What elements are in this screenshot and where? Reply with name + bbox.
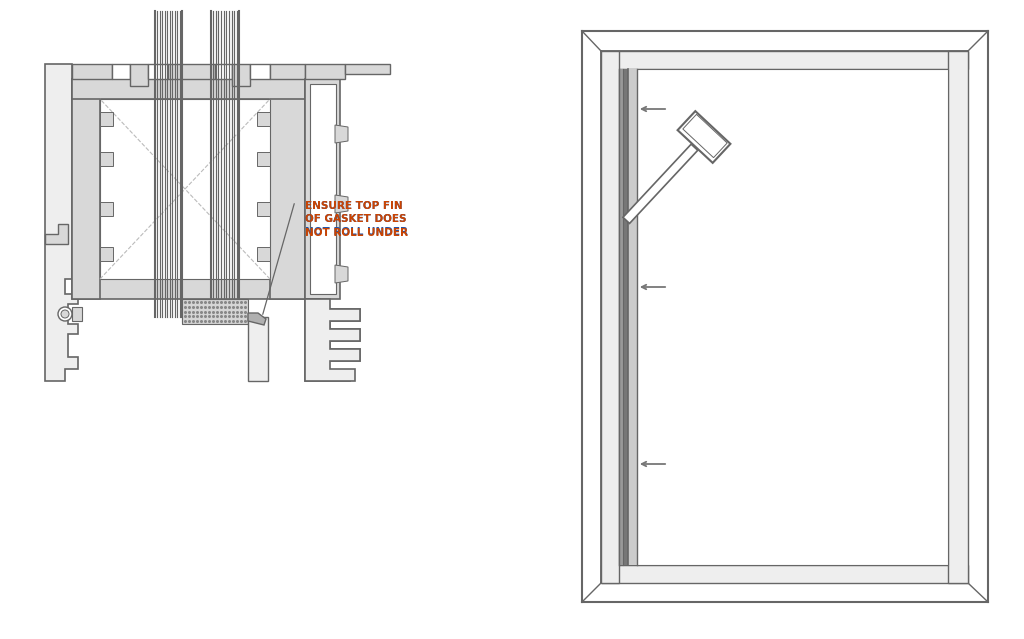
- Polygon shape: [335, 125, 348, 143]
- Polygon shape: [45, 224, 68, 244]
- Polygon shape: [100, 99, 270, 279]
- Polygon shape: [305, 299, 360, 381]
- Polygon shape: [601, 51, 968, 583]
- Polygon shape: [305, 299, 360, 381]
- Polygon shape: [72, 79, 305, 99]
- Circle shape: [58, 307, 72, 321]
- Polygon shape: [130, 64, 148, 86]
- Polygon shape: [215, 64, 232, 79]
- Polygon shape: [257, 152, 270, 166]
- Polygon shape: [257, 112, 270, 126]
- Polygon shape: [683, 114, 727, 158]
- Polygon shape: [623, 69, 628, 565]
- Polygon shape: [270, 79, 305, 299]
- Polygon shape: [45, 64, 78, 381]
- Polygon shape: [618, 69, 948, 565]
- Polygon shape: [182, 299, 248, 324]
- Polygon shape: [601, 51, 968, 69]
- Polygon shape: [628, 69, 637, 565]
- Polygon shape: [168, 64, 215, 79]
- Polygon shape: [335, 195, 348, 213]
- Polygon shape: [257, 247, 270, 261]
- Polygon shape: [182, 309, 211, 322]
- Polygon shape: [270, 64, 305, 79]
- Polygon shape: [678, 111, 730, 163]
- Polygon shape: [335, 265, 348, 283]
- Polygon shape: [305, 79, 340, 299]
- Polygon shape: [601, 51, 618, 583]
- Polygon shape: [250, 64, 270, 79]
- Polygon shape: [310, 84, 336, 294]
- Polygon shape: [601, 565, 968, 583]
- Polygon shape: [100, 247, 113, 261]
- Text: ENSURE TOP FIN
OF GASKET DOES
NOT ROLL UNDER: ENSURE TOP FIN OF GASKET DOES NOT ROLL U…: [305, 201, 409, 238]
- Polygon shape: [72, 79, 100, 299]
- Polygon shape: [618, 69, 623, 565]
- Polygon shape: [305, 64, 345, 79]
- Circle shape: [61, 310, 69, 318]
- Polygon shape: [148, 64, 168, 79]
- Polygon shape: [100, 152, 113, 166]
- Polygon shape: [623, 144, 697, 224]
- Polygon shape: [248, 317, 268, 381]
- Polygon shape: [100, 202, 113, 216]
- Polygon shape: [72, 64, 112, 79]
- Polygon shape: [948, 51, 968, 583]
- Polygon shape: [72, 307, 82, 321]
- Polygon shape: [345, 64, 390, 74]
- Polygon shape: [582, 31, 988, 602]
- Polygon shape: [257, 202, 270, 216]
- Polygon shape: [112, 64, 130, 79]
- Polygon shape: [72, 279, 305, 299]
- Polygon shape: [248, 313, 266, 325]
- Text: ENSURE TOP FIN
OF GASKET DOES
NOT ROLL UNDER: ENSURE TOP FIN OF GASKET DOES NOT ROLL U…: [305, 201, 408, 237]
- Polygon shape: [100, 112, 113, 126]
- Polygon shape: [232, 64, 250, 86]
